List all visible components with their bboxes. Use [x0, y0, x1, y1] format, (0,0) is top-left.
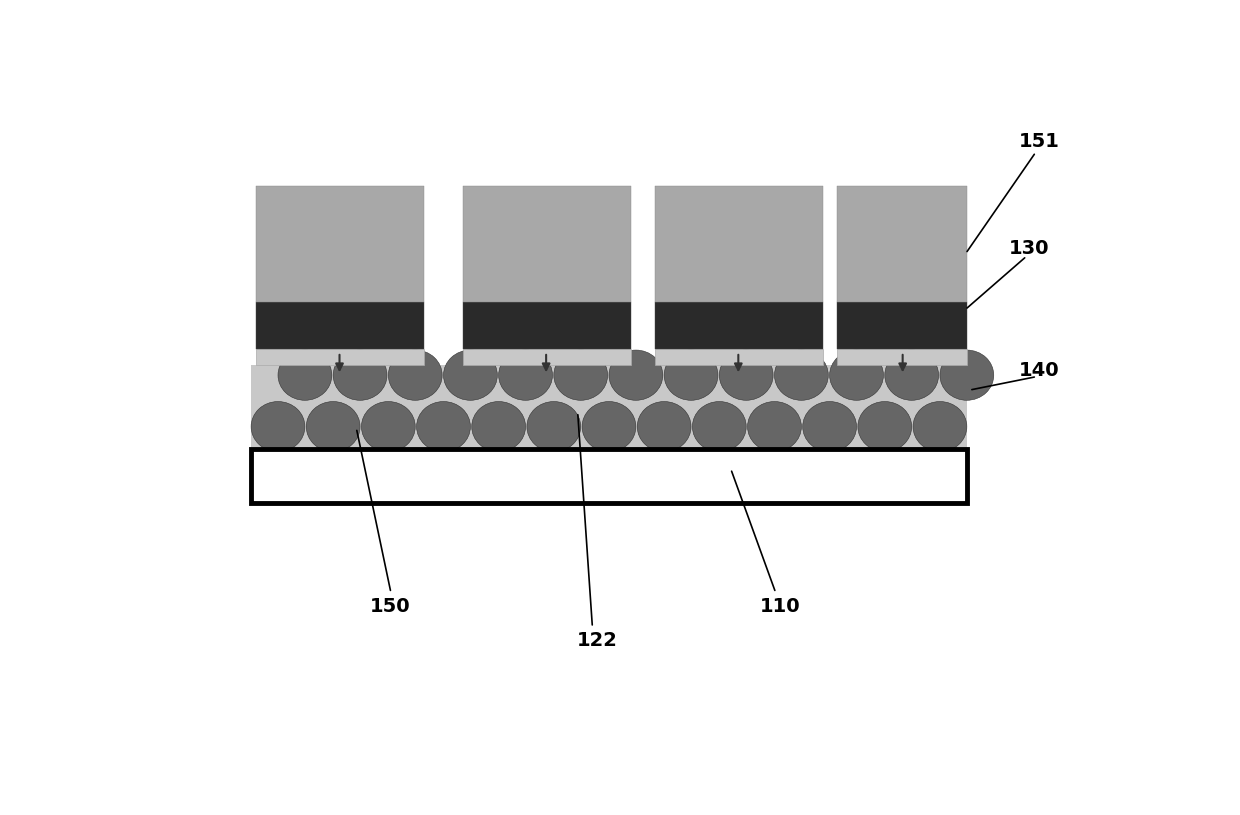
- Ellipse shape: [858, 402, 911, 452]
- Ellipse shape: [250, 402, 305, 452]
- Text: 140: 140: [1019, 361, 1059, 381]
- Text: 151: 151: [1019, 132, 1059, 152]
- Ellipse shape: [498, 350, 553, 400]
- Bar: [250, 364, 967, 449]
- Bar: [655, 302, 823, 349]
- Ellipse shape: [527, 402, 580, 452]
- Text: 130: 130: [1009, 239, 1050, 258]
- Ellipse shape: [885, 350, 939, 400]
- Bar: [250, 449, 967, 503]
- Ellipse shape: [278, 350, 332, 400]
- Text: 110: 110: [759, 597, 800, 615]
- Ellipse shape: [582, 402, 636, 452]
- Ellipse shape: [361, 402, 415, 452]
- Bar: [463, 302, 631, 349]
- Text: 150: 150: [370, 597, 410, 615]
- Ellipse shape: [830, 350, 883, 400]
- Bar: [655, 349, 823, 364]
- Ellipse shape: [692, 402, 746, 452]
- Text: 122: 122: [577, 631, 618, 650]
- Ellipse shape: [802, 402, 857, 452]
- Ellipse shape: [609, 350, 663, 400]
- Ellipse shape: [334, 350, 387, 400]
- Ellipse shape: [417, 402, 470, 452]
- Ellipse shape: [940, 350, 993, 400]
- Ellipse shape: [748, 402, 801, 452]
- Bar: [655, 186, 823, 302]
- Ellipse shape: [665, 350, 718, 400]
- Bar: [255, 349, 424, 364]
- Bar: [255, 186, 424, 302]
- Ellipse shape: [637, 402, 691, 452]
- Bar: [837, 349, 967, 364]
- Bar: [463, 349, 631, 364]
- Ellipse shape: [554, 350, 608, 400]
- Ellipse shape: [444, 350, 497, 400]
- Bar: [837, 186, 967, 302]
- Ellipse shape: [775, 350, 828, 400]
- Bar: [837, 302, 967, 349]
- Ellipse shape: [471, 402, 526, 452]
- Ellipse shape: [306, 402, 360, 452]
- Ellipse shape: [388, 350, 443, 400]
- Bar: [463, 186, 631, 302]
- Ellipse shape: [913, 402, 967, 452]
- Ellipse shape: [719, 350, 773, 400]
- Bar: [255, 302, 424, 349]
